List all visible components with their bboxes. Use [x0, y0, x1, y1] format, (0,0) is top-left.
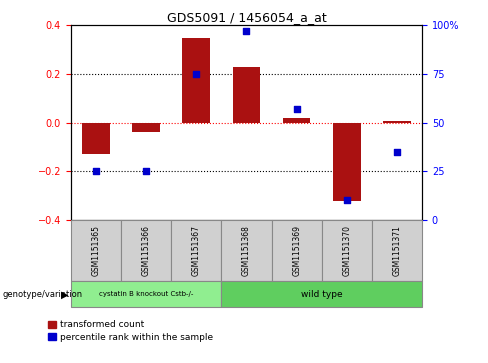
Bar [71, 281, 222, 307]
Text: GSM1151370: GSM1151370 [342, 225, 351, 276]
Bar [132, 122, 160, 132]
Point [142, 168, 150, 174]
Bar [222, 220, 271, 281]
Bar [71, 220, 121, 281]
Text: GSM1151367: GSM1151367 [192, 225, 201, 276]
Bar [271, 220, 322, 281]
Point [92, 168, 100, 174]
Text: GSM1151371: GSM1151371 [392, 225, 402, 276]
Bar [372, 220, 422, 281]
Bar [333, 122, 361, 201]
Bar [121, 220, 171, 281]
Point [343, 197, 351, 203]
Bar [171, 220, 222, 281]
Point [243, 28, 250, 34]
Bar [222, 281, 422, 307]
Text: wild type: wild type [301, 290, 343, 298]
Bar [322, 220, 372, 281]
Title: GDS5091 / 1456054_a_at: GDS5091 / 1456054_a_at [166, 11, 326, 24]
Bar [233, 67, 260, 122]
Point [393, 149, 401, 155]
Text: cystatin B knockout Cstb-/-: cystatin B knockout Cstb-/- [99, 291, 193, 297]
Point [293, 106, 301, 112]
Text: GSM1151366: GSM1151366 [142, 225, 151, 276]
Text: GSM1151369: GSM1151369 [292, 225, 301, 276]
Point [192, 71, 200, 77]
Bar [283, 118, 310, 122]
Text: ▶: ▶ [61, 290, 69, 300]
Bar [383, 121, 411, 122]
Text: GSM1151365: GSM1151365 [91, 225, 101, 276]
Text: GSM1151368: GSM1151368 [242, 225, 251, 276]
Bar [183, 37, 210, 122]
Legend: transformed count, percentile rank within the sample: transformed count, percentile rank withi… [48, 320, 213, 342]
Text: genotype/variation: genotype/variation [2, 290, 82, 299]
Bar [82, 122, 110, 154]
